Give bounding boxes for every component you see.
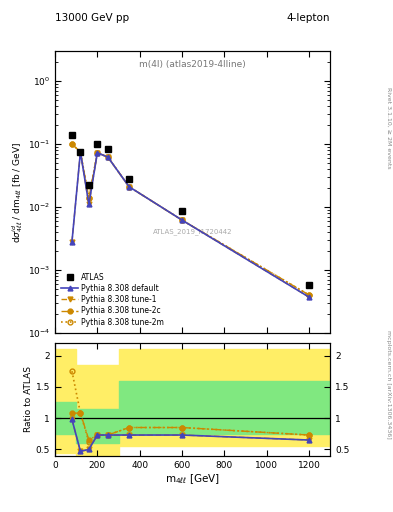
Pythia 8.308 tune-1 [78, 149, 83, 155]
Line: ATLAS: ATLAS [69, 132, 312, 288]
ATLAS [127, 176, 131, 182]
Pythia 8.308 tune-1 [106, 154, 110, 160]
ATLAS [106, 145, 110, 152]
Text: 13000 GeV pp: 13000 GeV pp [55, 13, 129, 23]
Text: mcplots.cern.ch [arXiv:1306.3436]: mcplots.cern.ch [arXiv:1306.3436] [386, 330, 391, 438]
Pythia 8.308 default [307, 294, 311, 300]
Pythia 8.308 tune-2c [106, 154, 110, 160]
Pythia 8.308 tune-1 [70, 239, 74, 245]
Pythia 8.308 default [95, 150, 100, 156]
Pythia 8.308 tune-1 [86, 201, 91, 207]
ATLAS [95, 141, 100, 147]
Pythia 8.308 tune-2c [180, 217, 184, 223]
Line: Pythia 8.308 tune-2m: Pythia 8.308 tune-2m [70, 142, 311, 297]
ATLAS [86, 182, 91, 188]
Line: Pythia 8.308 tune-1: Pythia 8.308 tune-1 [70, 150, 311, 300]
Pythia 8.308 tune-2c [307, 292, 311, 298]
Pythia 8.308 tune-2m [307, 292, 311, 298]
Legend: ATLAS, Pythia 8.308 default, Pythia 8.308 tune-1, Pythia 8.308 tune-2c, Pythia 8: ATLAS, Pythia 8.308 default, Pythia 8.30… [59, 270, 166, 329]
Pythia 8.308 tune-2c [127, 184, 131, 190]
Pythia 8.308 tune-1 [127, 184, 131, 190]
Pythia 8.308 default [180, 217, 184, 223]
Pythia 8.308 tune-2m [70, 141, 74, 147]
Pythia 8.308 tune-1 [180, 217, 184, 223]
ATLAS [307, 282, 311, 288]
Line: Pythia 8.308 tune-2c: Pythia 8.308 tune-2c [70, 142, 311, 297]
Text: 4-lepton: 4-lepton [286, 13, 330, 23]
ATLAS [70, 132, 74, 138]
ATLAS [78, 149, 83, 155]
Pythia 8.308 default [78, 149, 83, 155]
Y-axis label: d$\sigma^{id}_{4\ell\ell}$ / dm$_{4\ell\ell}$ [fb / GeV]: d$\sigma^{id}_{4\ell\ell}$ / dm$_{4\ell\… [10, 141, 25, 243]
Text: ATLAS_2019_I1720442: ATLAS_2019_I1720442 [153, 228, 232, 236]
Text: m(4l) (atlas2019-4lline): m(4l) (atlas2019-4lline) [139, 60, 246, 69]
Pythia 8.308 default [106, 154, 110, 160]
Pythia 8.308 tune-2c [70, 141, 74, 147]
Pythia 8.308 default [70, 239, 74, 245]
Pythia 8.308 tune-1 [307, 294, 311, 300]
Pythia 8.308 tune-2m [106, 154, 110, 160]
Pythia 8.308 tune-2c [95, 150, 100, 156]
Text: Rivet 3.1.10, ≥ 2M events: Rivet 3.1.10, ≥ 2M events [386, 87, 391, 169]
Pythia 8.308 tune-1 [95, 150, 100, 156]
Pythia 8.308 default [127, 184, 131, 190]
Line: Pythia 8.308 default: Pythia 8.308 default [70, 150, 311, 300]
Pythia 8.308 tune-2c [86, 195, 91, 201]
ATLAS [180, 208, 184, 215]
Pythia 8.308 tune-2m [95, 150, 100, 156]
Y-axis label: Ratio to ATLAS: Ratio to ATLAS [24, 367, 33, 432]
Pythia 8.308 tune-2c [78, 149, 83, 155]
Pythia 8.308 tune-2m [180, 217, 184, 223]
X-axis label: m$_{4\ell\ell}$ [GeV]: m$_{4\ell\ell}$ [GeV] [165, 472, 220, 486]
Pythia 8.308 default [86, 201, 91, 207]
Pythia 8.308 tune-2m [78, 149, 83, 155]
Pythia 8.308 tune-2m [127, 184, 131, 190]
Pythia 8.308 tune-2m [86, 195, 91, 201]
